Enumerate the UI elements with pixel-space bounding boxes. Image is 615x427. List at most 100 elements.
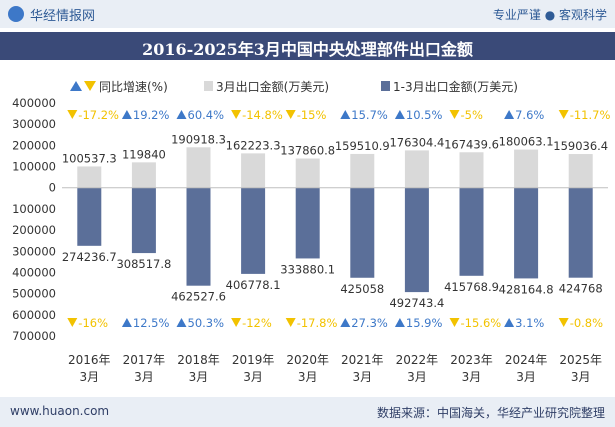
growth-cumulative-label: 27.3% bbox=[351, 316, 388, 330]
growth-cumulative-label: -16% bbox=[78, 316, 108, 330]
growth-down-triangle-icon bbox=[231, 110, 242, 119]
chart-title: 2016-2025年3月中国中央处理部件出口金额 bbox=[142, 40, 473, 59]
growth-up-triangle-icon bbox=[176, 318, 187, 327]
x-tick-label-month: 3月 bbox=[462, 370, 482, 384]
growth-up-triangle-icon bbox=[340, 110, 351, 119]
legend-march-swatch bbox=[204, 81, 213, 91]
legend-down-triangle-icon bbox=[84, 81, 96, 91]
bar-cumulative bbox=[350, 187, 375, 278]
bar-cumulative-value-label: 406778.1 bbox=[226, 278, 281, 292]
y-tick-label: 0 bbox=[49, 181, 56, 195]
growth-down-triangle-icon bbox=[449, 318, 460, 327]
x-tick-label: 2016年 bbox=[68, 353, 111, 367]
bar-cumulative-value-label: 424768 bbox=[559, 282, 603, 296]
y-tick-label: 100000 bbox=[12, 202, 56, 216]
y-tick-label: 300000 bbox=[12, 244, 56, 258]
bar-march-value-label: 100537.3 bbox=[62, 151, 117, 165]
growth-march-label: -17.2% bbox=[78, 108, 119, 122]
logo-text: 华经情报网 bbox=[30, 9, 96, 24]
x-tick-label: 2017年 bbox=[123, 353, 166, 367]
x-tick-label-month: 3月 bbox=[79, 370, 99, 384]
bar-march bbox=[186, 147, 211, 188]
bar-cumulative bbox=[514, 187, 539, 279]
bar-cumulative bbox=[459, 187, 484, 276]
bar-cumulative bbox=[568, 187, 593, 278]
legend-cumulative-swatch bbox=[381, 81, 390, 91]
bar-march bbox=[514, 149, 539, 188]
bar-march bbox=[459, 152, 484, 188]
growth-down-triangle-icon bbox=[558, 110, 569, 119]
y-tick-label: 300000 bbox=[12, 117, 56, 131]
y-tick-label: 400000 bbox=[12, 96, 56, 110]
bar-march-value-label: 159036.4 bbox=[553, 139, 608, 153]
y-tick-label: 200000 bbox=[12, 138, 56, 152]
x-tick-label-month: 3月 bbox=[134, 370, 154, 384]
legend-up-triangle-icon bbox=[70, 81, 82, 91]
growth-up-triangle-icon bbox=[394, 318, 405, 327]
growth-cumulative-label: -17.8% bbox=[297, 316, 338, 330]
x-tick-label-month: 3月 bbox=[516, 370, 536, 384]
x-tick-label-month: 3月 bbox=[352, 370, 372, 384]
growth-down-triangle-icon bbox=[67, 318, 78, 327]
legend-growth-label: 同比增速(%) bbox=[99, 80, 168, 94]
bar-cumulative-value-label: 428164.8 bbox=[499, 282, 554, 296]
y-tick-label: 400000 bbox=[12, 265, 56, 279]
x-tick-label: 2021年 bbox=[341, 353, 384, 367]
bar-march bbox=[131, 162, 156, 188]
bar-cumulative bbox=[295, 187, 320, 259]
x-tick-label: 2019年 bbox=[232, 353, 275, 367]
bar-march bbox=[404, 150, 429, 188]
x-tick-label: 2022年 bbox=[396, 353, 439, 367]
bar-cumulative bbox=[241, 187, 266, 274]
growth-march-label: 19.2% bbox=[133, 108, 170, 122]
growth-march-label: -5% bbox=[461, 108, 483, 122]
growth-cumulative-label: -15.6% bbox=[461, 316, 502, 330]
legend-cumulative-label: 1-3月出口金额(万美元) bbox=[393, 79, 518, 94]
growth-march-label: 60.4% bbox=[188, 108, 225, 122]
growth-march-label: 10.5% bbox=[406, 108, 443, 122]
bar-march-value-label: 180063.1 bbox=[499, 135, 554, 149]
x-tick-label-month: 3月 bbox=[571, 370, 591, 384]
bar-march bbox=[350, 153, 375, 188]
bar-cumulative-value-label: 415768.9 bbox=[444, 280, 499, 294]
growth-up-triangle-icon bbox=[394, 110, 405, 119]
x-tick-label: 2018年 bbox=[177, 353, 220, 367]
growth-cumulative-label: 50.3% bbox=[188, 316, 225, 330]
y-tick-label: 200000 bbox=[12, 223, 56, 237]
bar-cumulative-value-label: 333880.1 bbox=[280, 262, 335, 276]
logo-icon bbox=[8, 6, 24, 22]
x-tick-label-month: 3月 bbox=[189, 370, 209, 384]
slogan: 专业严谨 ● 客观科学 bbox=[492, 8, 607, 22]
bar-march bbox=[568, 154, 593, 188]
footer-bar: www.huaon.com 数据来源：中国海关，华经产业研究院整理 bbox=[0, 397, 615, 427]
growth-march-label: -15% bbox=[297, 108, 327, 122]
y-tick-label: 700000 bbox=[12, 329, 56, 343]
growth-march-label: 15.7% bbox=[351, 108, 388, 122]
x-tick-label: 2020年 bbox=[286, 353, 329, 367]
growth-up-triangle-icon bbox=[121, 110, 132, 119]
growth-down-triangle-icon bbox=[285, 318, 296, 327]
bar-cumulative bbox=[404, 187, 429, 293]
growth-march-label: 7.6% bbox=[515, 108, 544, 122]
growth-cumulative-label: 3.1% bbox=[515, 316, 544, 330]
legend-march-label: 3月出口金额(万美元) bbox=[216, 79, 329, 94]
bar-cumulative-value-label: 425058 bbox=[340, 282, 384, 296]
x-tick-label: 2023年 bbox=[450, 353, 493, 367]
bar-march-value-label: 159510.9 bbox=[335, 139, 390, 153]
growth-up-triangle-icon bbox=[340, 318, 351, 327]
chart: 同比增速(%) 3月出口金额(万美元) 1-3月出口金额(万美元) 400000 300… bbox=[12, 79, 610, 384]
data-source: 数据来源：中国海关，华经产业研究院整理 bbox=[376, 406, 605, 420]
bar-march-value-label: 137860.8 bbox=[280, 144, 335, 158]
x-tick-label: 2025年 bbox=[559, 353, 602, 367]
bar-march-value-label: 167439.6 bbox=[444, 137, 499, 151]
website-link[interactable]: www.huaon.com bbox=[10, 404, 110, 418]
growth-down-triangle-icon bbox=[67, 110, 78, 119]
growth-up-triangle-icon bbox=[504, 318, 515, 327]
growth-down-triangle-icon bbox=[231, 318, 242, 327]
bar-cumulative-value-label: 492743.4 bbox=[389, 296, 444, 310]
header-bar: 华经情报网 专业严谨 ● 客观科学 bbox=[0, 0, 615, 28]
growth-down-triangle-icon bbox=[449, 110, 460, 119]
bar-march bbox=[295, 158, 320, 188]
bar-cumulative bbox=[77, 187, 102, 246]
x-tick-label: 2024年 bbox=[505, 353, 548, 367]
